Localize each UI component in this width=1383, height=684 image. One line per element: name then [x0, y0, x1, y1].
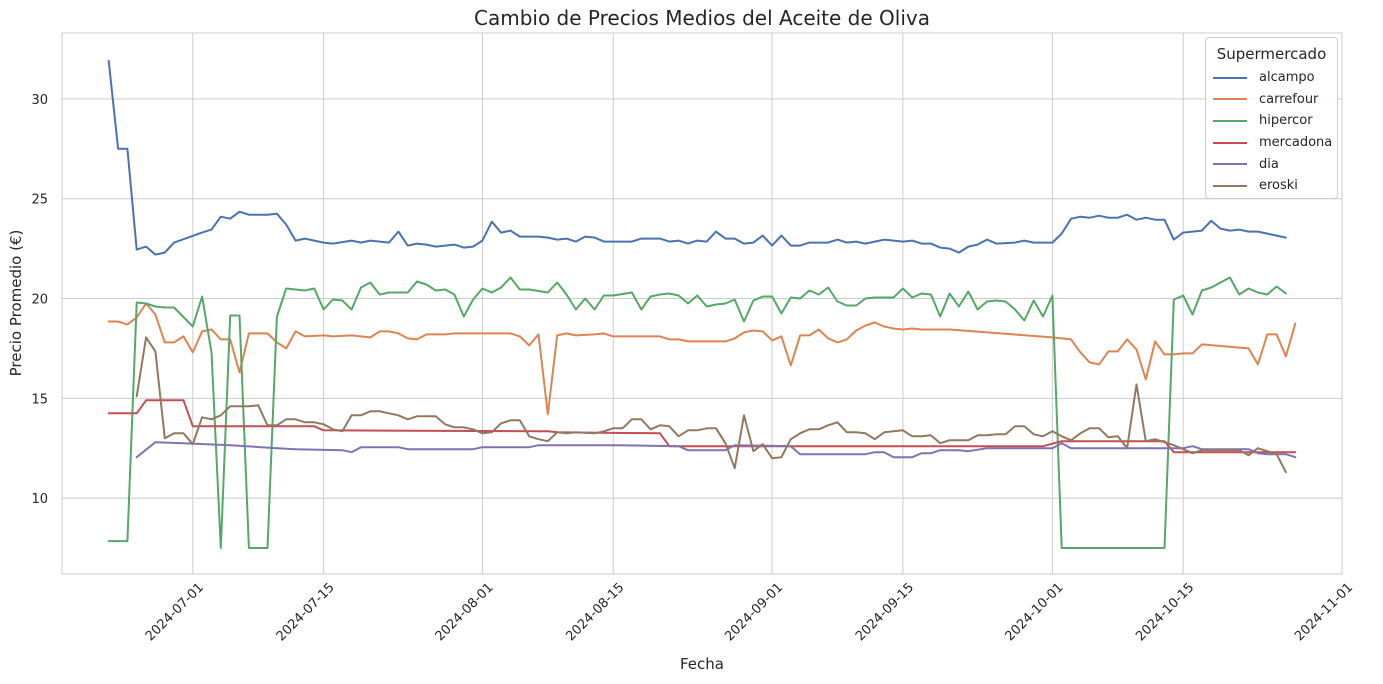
x-tick-label: 2024-09-01: [722, 580, 786, 644]
y-tick-label: 25: [31, 193, 48, 208]
legend-item-eroski: eroski: [1206, 175, 1337, 197]
legend-label: alcampo: [1259, 70, 1315, 86]
plot-frame: [61, 32, 1343, 575]
x-tick-label: 2024-10-15: [1133, 580, 1197, 644]
legend-swatch: [1213, 163, 1247, 166]
x-tick-label: 2024-07-01: [143, 580, 207, 644]
x-tick-label: 2024-08-15: [563, 580, 627, 644]
legend-swatch: [1213, 76, 1247, 79]
series-line-carrefour: [107, 302, 1297, 416]
legend-item-dia: dia: [1206, 153, 1337, 175]
series-line-hipercor: [107, 276, 1287, 549]
legend-label: eroski: [1259, 178, 1298, 194]
x-axis-label: Fecha: [680, 655, 724, 673]
x-tick-label: 2024-07-15: [274, 580, 338, 644]
legend-swatch: [1213, 119, 1247, 122]
y-tick-label: 10: [31, 492, 48, 507]
series-line-alcampo: [107, 59, 1287, 256]
legend-swatch: [1213, 98, 1247, 101]
legend-swatch: [1213, 141, 1247, 144]
legend-label: dia: [1259, 156, 1279, 172]
x-tick-label: 2024-09-15: [853, 580, 917, 644]
legend-swatch: [1213, 184, 1247, 187]
legend-item-alcampo: alcampo: [1206, 67, 1337, 89]
chart-title: Cambio de Precios Medios del Aceite de O…: [473, 6, 930, 30]
legend: Supermercado alcampo carrefour hipercor mer…: [1205, 37, 1338, 199]
legend-label: hipercor: [1259, 113, 1313, 129]
y-tick-label: 15: [31, 392, 48, 407]
legend-item-mercadona: mercadona: [1206, 132, 1337, 154]
x-tick-label: 2024-11-01: [1292, 580, 1356, 644]
series-line-mercadona: [107, 399, 1297, 454]
x-tick-label: 2024-10-01: [1002, 580, 1066, 644]
x-tick-label: 2024-08-01: [433, 580, 497, 644]
legend-title: Supermercado: [1216, 45, 1327, 63]
legend-label: carrefour: [1259, 91, 1319, 107]
y-tick-label: 20: [31, 293, 48, 308]
legend-item-hipercor: hipercor: [1206, 110, 1337, 132]
legend-label: mercadona: [1259, 135, 1333, 151]
series-line-dia: [135, 441, 1297, 459]
series-line-eroski: [135, 336, 1287, 474]
y-tick-label: 30: [31, 93, 48, 108]
legend-item-carrefour: carrefour: [1206, 89, 1337, 111]
y-axis-label: Precio Promedio (€): [7, 229, 25, 377]
